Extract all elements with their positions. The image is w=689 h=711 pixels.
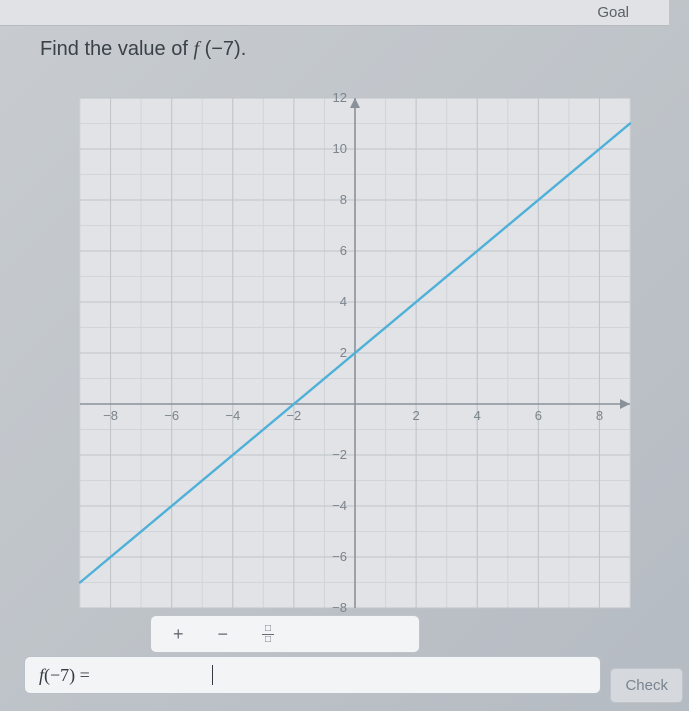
svg-text:6: 6 bbox=[340, 243, 347, 258]
svg-text:−4: −4 bbox=[225, 408, 240, 423]
fraction-top: □ bbox=[265, 625, 271, 633]
fraction-bot: □ bbox=[265, 636, 271, 644]
question-prompt: Find the value of f (−7). bbox=[40, 38, 246, 61]
answer-input[interactable] bbox=[90, 663, 210, 687]
input-toolbar: + − □ □ bbox=[150, 615, 420, 653]
fraction-button[interactable]: □ □ bbox=[262, 625, 274, 644]
svg-text:2: 2 bbox=[340, 345, 347, 360]
prompt-fn-letter: f bbox=[193, 38, 199, 60]
goal-label: Goal bbox=[597, 4, 629, 21]
plus-button[interactable]: + bbox=[173, 624, 184, 645]
text-cursor-icon bbox=[212, 665, 213, 685]
svg-text:8: 8 bbox=[340, 192, 347, 207]
svg-text:−2: −2 bbox=[286, 408, 301, 423]
svg-text:−2: −2 bbox=[332, 447, 347, 462]
prompt-arg: (−7) bbox=[205, 38, 241, 60]
answer-label-arg: (−7) = bbox=[44, 665, 90, 686]
answer-row[interactable]: f (−7) = bbox=[24, 656, 601, 694]
check-button-label: Check bbox=[625, 677, 668, 694]
svg-text:−6: −6 bbox=[164, 408, 179, 423]
minus-button[interactable]: − bbox=[218, 624, 229, 645]
function-graph: −8 −6 −4 −2 2 4 6 8 −8 −6 −4 −2 2 4 6 8 10 12 bbox=[70, 88, 640, 618]
svg-text:6: 6 bbox=[535, 408, 542, 423]
svg-text:4: 4 bbox=[340, 294, 347, 309]
check-button[interactable]: Check bbox=[610, 668, 683, 703]
svg-text:8: 8 bbox=[596, 408, 603, 423]
svg-text:10: 10 bbox=[333, 141, 347, 156]
svg-text:2: 2 bbox=[412, 408, 419, 423]
chart-svg: −8 −6 −4 −2 2 4 6 8 −8 −6 −4 −2 2 4 6 8 10 12 bbox=[70, 88, 640, 618]
goal-banner: Goal bbox=[0, 0, 669, 26]
svg-text:−8: −8 bbox=[332, 600, 347, 615]
svg-text:−8: −8 bbox=[103, 408, 118, 423]
prompt-prefix: Find the value of bbox=[40, 38, 193, 60]
prompt-suffix: . bbox=[241, 38, 247, 60]
svg-text:4: 4 bbox=[474, 408, 481, 423]
svg-text:−6: −6 bbox=[332, 549, 347, 564]
svg-text:12: 12 bbox=[333, 90, 347, 105]
svg-text:−4: −4 bbox=[332, 498, 347, 513]
